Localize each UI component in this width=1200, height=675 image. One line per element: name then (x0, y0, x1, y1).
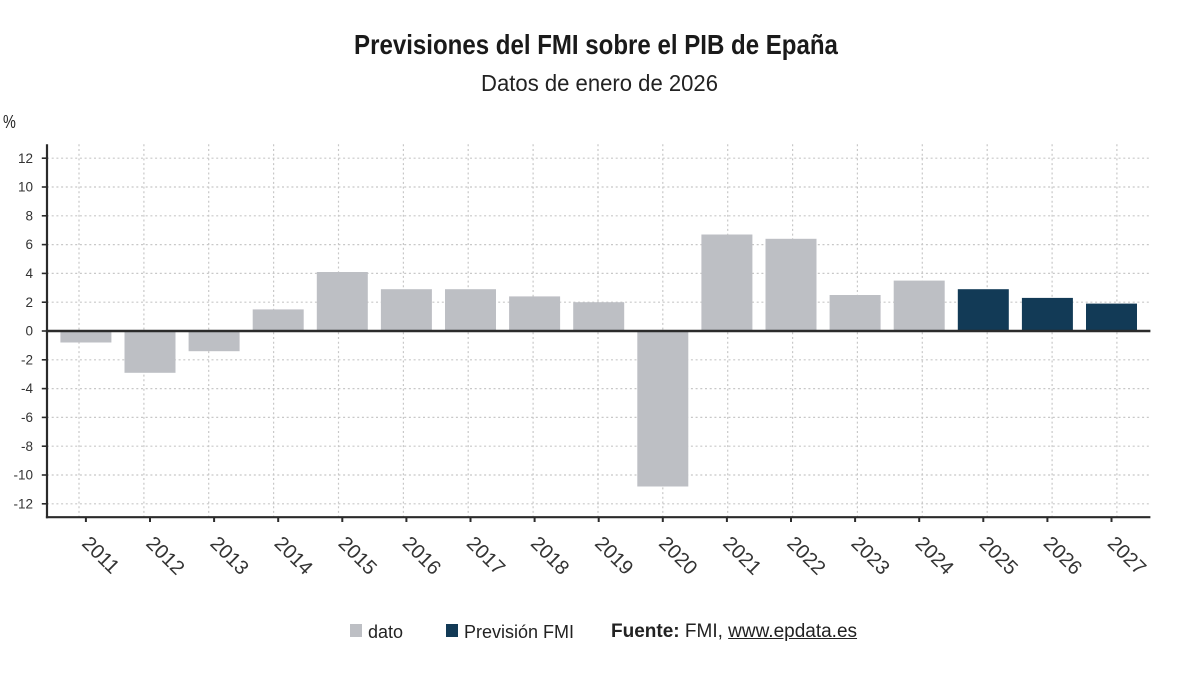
svg-text:2018: 2018 (526, 532, 573, 579)
svg-text:-2: -2 (21, 352, 33, 367)
svg-text:-12: -12 (13, 496, 33, 511)
svg-text:6: 6 (25, 237, 33, 252)
svg-text:2015: 2015 (334, 532, 381, 579)
svg-text:2014: 2014 (270, 532, 317, 579)
svg-text:0: 0 (25, 324, 33, 339)
svg-text:2012: 2012 (141, 532, 188, 579)
svg-text:2026: 2026 (1039, 532, 1086, 579)
svg-text:2025: 2025 (975, 532, 1022, 579)
svg-text:12: 12 (18, 151, 33, 166)
svg-text:2017: 2017 (462, 532, 509, 579)
svg-text:2011: 2011 (77, 532, 123, 578)
svg-text:-6: -6 (21, 410, 33, 425)
svg-text:2024: 2024 (911, 532, 958, 579)
svg-text:2027: 2027 (1103, 532, 1150, 579)
svg-text:2019: 2019 (590, 532, 637, 579)
svg-text:2016: 2016 (398, 532, 445, 579)
svg-text:8: 8 (25, 208, 33, 223)
svg-text:2: 2 (25, 295, 33, 310)
svg-text:-8: -8 (21, 439, 33, 454)
svg-text:10: 10 (18, 180, 33, 195)
svg-text:4: 4 (25, 266, 33, 281)
svg-text:2020: 2020 (654, 532, 701, 579)
svg-text:2022: 2022 (782, 532, 829, 579)
svg-text:2023: 2023 (847, 532, 894, 579)
svg-text:2013: 2013 (206, 532, 253, 579)
svg-text:2021: 2021 (718, 532, 765, 579)
svg-text:-4: -4 (21, 381, 33, 396)
svg-text:-10: -10 (13, 468, 33, 483)
